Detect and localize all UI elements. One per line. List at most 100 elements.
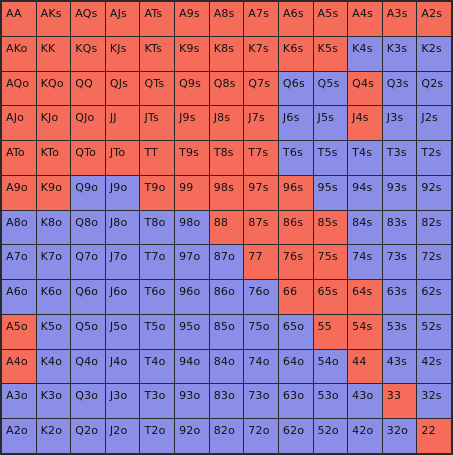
hand-cell-suited[interactable]: 98s (209, 175, 244, 210)
hand-cell-offsuit[interactable]: K2o (36, 419, 71, 453)
hand-cell-suited[interactable]: J3s (382, 106, 417, 141)
hand-cell-suited[interactable]: 92s (417, 175, 451, 210)
hand-cell-offsuit[interactable]: Q4o (71, 349, 105, 384)
hand-cell-suited[interactable]: 52s (417, 314, 451, 349)
hand-cell-offsuit[interactable]: 64o (278, 349, 313, 384)
hand-cell-offsuit[interactable]: A2o (2, 419, 36, 453)
hand-cell-offsuit[interactable]: ATo (2, 141, 36, 175)
hand-cell-offsuit[interactable]: AJo (2, 106, 36, 141)
hand-cell-offsuit[interactable]: 53o (313, 384, 348, 419)
hand-cell-offsuit[interactable]: 98o (175, 210, 209, 245)
hand-cell-offsuit[interactable]: KTo (36, 141, 71, 175)
hand-cell-suited[interactable]: J8s (209, 106, 244, 141)
hand-cell-offsuit[interactable]: 63o (278, 384, 313, 419)
hand-cell-suited[interactable]: 83s (382, 210, 417, 245)
hand-cell-offsuit[interactable]: 92o (175, 419, 209, 453)
hand-cell-suited[interactable]: J2s (417, 106, 451, 141)
hand-cell-offsuit[interactable]: T6o (140, 280, 175, 314)
hand-cell-offsuit[interactable]: T8o (140, 210, 175, 245)
hand-cell-suited[interactable]: 87s (244, 210, 278, 245)
hand-cell-suited[interactable]: KQs (71, 36, 105, 71)
hand-cell-suited[interactable]: 93s (382, 175, 417, 210)
hand-cell-suited[interactable]: 72s (417, 245, 451, 280)
hand-cell-suited[interactable]: T6s (278, 141, 313, 175)
hand-cell-suited[interactable]: AQs (71, 2, 105, 36)
hand-cell-suited[interactable]: A4s (348, 2, 382, 36)
hand-cell-offsuit[interactable]: 85o (209, 314, 244, 349)
hand-cell-offsuit[interactable]: J8o (105, 210, 140, 245)
hand-cell-suited[interactable]: T9s (175, 141, 209, 175)
hand-cell-offsuit[interactable]: Q9o (71, 175, 105, 210)
hand-cell-offsuit[interactable]: T7o (140, 245, 175, 280)
hand-cell-suited[interactable]: 73s (382, 245, 417, 280)
hand-cell-offsuit[interactable]: K8o (36, 210, 71, 245)
hand-cell-offsuit[interactable]: T4o (140, 349, 175, 384)
hand-cell-suited[interactable]: 42s (417, 349, 451, 384)
hand-cell-offsuit[interactable]: 62o (278, 419, 313, 453)
hand-cell-offsuit[interactable]: 32o (382, 419, 417, 453)
hand-cell-suited[interactable]: 32s (417, 384, 451, 419)
hand-cell-offsuit[interactable]: 52o (313, 419, 348, 453)
hand-cell-offsuit[interactable]: A9o (2, 175, 36, 210)
hand-cell-suited[interactable]: J9s (175, 106, 209, 141)
hand-cell-offsuit[interactable]: 42o (348, 419, 382, 453)
hand-cell-suited[interactable]: T8s (209, 141, 244, 175)
hand-cell-suited[interactable]: KJs (105, 36, 140, 71)
hand-cell-offsuit[interactable]: 82o (209, 419, 244, 453)
hand-cell-suited[interactable]: A6s (278, 2, 313, 36)
hand-cell-offsuit[interactable]: JTo (105, 141, 140, 175)
hand-cell-suited[interactable]: K9s (175, 36, 209, 71)
hand-cell-suited[interactable]: A5s (313, 2, 348, 36)
hand-cell-suited[interactable]: T3s (382, 141, 417, 175)
hand-cell-offsuit[interactable]: Q2o (71, 419, 105, 453)
hand-cell-suited[interactable]: ATs (140, 2, 175, 36)
hand-cell-offsuit[interactable]: 54o (313, 349, 348, 384)
hand-cell-offsuit[interactable]: A8o (2, 210, 36, 245)
hand-cell-offsuit[interactable]: 94o (175, 349, 209, 384)
hand-cell-offsuit[interactable]: A5o (2, 314, 36, 349)
hand-cell-suited[interactable]: K6s (278, 36, 313, 71)
hand-cell-offsuit[interactable]: AQo (2, 71, 36, 106)
hand-cell-suited[interactable]: Q2s (417, 71, 451, 106)
hand-cell-offsuit[interactable]: J7o (105, 245, 140, 280)
hand-cell-pair[interactable]: 88 (209, 210, 244, 245)
hand-cell-offsuit[interactable]: 76o (244, 280, 278, 314)
hand-cell-suited[interactable]: AJs (105, 2, 140, 36)
hand-cell-suited[interactable]: A3s (382, 2, 417, 36)
hand-cell-suited[interactable]: 53s (382, 314, 417, 349)
hand-cell-suited[interactable]: K5s (313, 36, 348, 71)
hand-cell-suited[interactable]: A2s (417, 2, 451, 36)
hand-cell-suited[interactable]: K8s (209, 36, 244, 71)
hand-cell-suited[interactable]: 95s (313, 175, 348, 210)
hand-cell-suited[interactable]: 94s (348, 175, 382, 210)
hand-cell-offsuit[interactable]: A3o (2, 384, 36, 419)
hand-cell-suited[interactable]: Q8s (209, 71, 244, 106)
hand-cell-offsuit[interactable]: 96o (175, 280, 209, 314)
hand-cell-suited[interactable]: KTs (140, 36, 175, 71)
hand-cell-suited[interactable]: 76s (278, 245, 313, 280)
hand-cell-suited[interactable]: K7s (244, 36, 278, 71)
hand-cell-suited[interactable]: A7s (244, 2, 278, 36)
hand-cell-suited[interactable]: QJs (105, 71, 140, 106)
hand-cell-offsuit[interactable]: 87o (209, 245, 244, 280)
hand-cell-offsuit[interactable]: AKo (2, 36, 36, 71)
hand-cell-offsuit[interactable]: T9o (140, 175, 175, 210)
hand-cell-offsuit[interactable]: 65o (278, 314, 313, 349)
hand-cell-offsuit[interactable]: Q8o (71, 210, 105, 245)
hand-cell-offsuit[interactable]: QJo (71, 106, 105, 141)
hand-cell-suited[interactable]: QTs (140, 71, 175, 106)
hand-cell-offsuit[interactable]: J6o (105, 280, 140, 314)
hand-cell-suited[interactable]: 97s (244, 175, 278, 210)
hand-cell-pair[interactable]: QQ (71, 71, 105, 106)
hand-cell-offsuit[interactable]: J9o (105, 175, 140, 210)
hand-cell-suited[interactable]: J4s (348, 106, 382, 141)
hand-cell-suited[interactable]: Q6s (278, 71, 313, 106)
hand-cell-offsuit[interactable]: J3o (105, 384, 140, 419)
hand-cell-pair[interactable]: 66 (278, 280, 313, 314)
hand-cell-offsuit[interactable]: 43o (348, 384, 382, 419)
hand-cell-suited[interactable]: K4s (348, 36, 382, 71)
hand-cell-offsuit[interactable]: K6o (36, 280, 71, 314)
hand-cell-suited[interactable]: T5s (313, 141, 348, 175)
hand-cell-suited[interactable]: 63s (382, 280, 417, 314)
hand-cell-offsuit[interactable]: T5o (140, 314, 175, 349)
